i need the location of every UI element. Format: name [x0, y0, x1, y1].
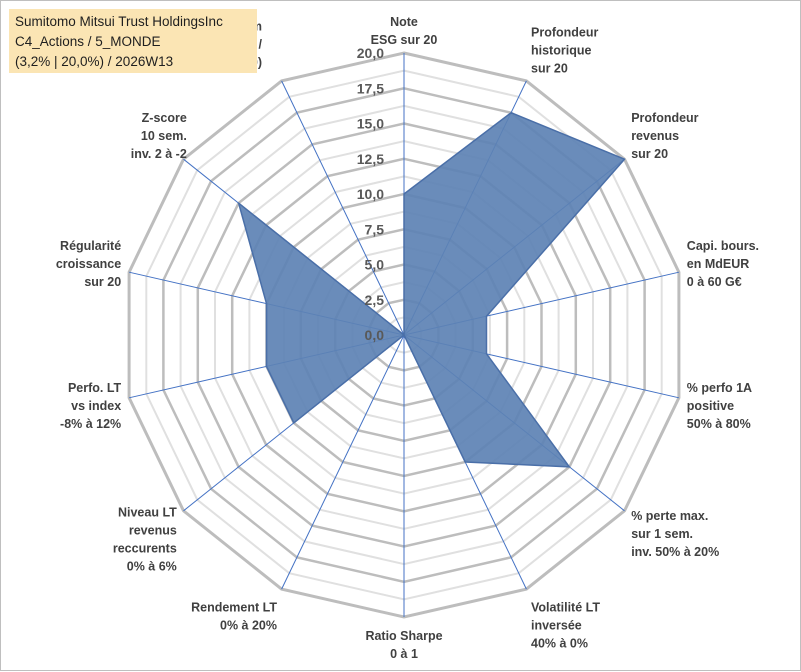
axis-label-line: % perte max. [631, 509, 708, 523]
axis-label: % perte max. sur 1 sem. inv. 50% à 20% [631, 509, 719, 559]
axis-label-line: Ratio Sharpe [365, 629, 442, 643]
title-line-1: Sumitomo Mitsui Trust HoldingsInc [15, 14, 223, 29]
axis-label: Perfo. LT vs index -8% à 12% [60, 381, 122, 431]
axis-label: % perfo 1A positive 50% à 80% [687, 381, 752, 431]
axis-label: Profondeur revenus sur 20 [631, 111, 698, 161]
axis-label: Volatilité LT inversée 40% à 0% [531, 601, 600, 651]
axis-label-line: vs index [71, 399, 121, 413]
axis-label: Z-score 10 sem. inv. 2 à -2 [131, 111, 187, 161]
r-tick-label: 10,0 [357, 186, 384, 202]
axis-label: Niveau LT revenus reccurents 0% à 6% [113, 506, 177, 574]
axis-label: Rendement LT 0% à 20% [191, 601, 277, 633]
axis-label-line: Volatilité LT [531, 601, 600, 615]
axis-label-line: 0% à 6% [127, 560, 177, 574]
axis-label-line: Note [390, 15, 418, 29]
axis-label-line: positive [687, 399, 734, 413]
axis-label-line: 0 à 1 [390, 647, 418, 661]
r-tick-label: 20,0 [357, 45, 384, 61]
axis-label-line: 0% à 20% [220, 619, 277, 633]
axis-label-line: inv. 50% à 20% [631, 545, 719, 559]
axis-label-line: Régularité [60, 239, 121, 253]
axis-label: Profondeur historique sur 20 [531, 26, 598, 76]
axis-label-line: revenus [129, 524, 177, 538]
axis-label-line: historique [531, 44, 591, 58]
r-tick-label: 15,0 [357, 116, 384, 132]
chart-title-box: Sumitomo Mitsui Trust HoldingsInc C4_Act… [9, 9, 257, 73]
axis-label-line: 0 à 60 G€ [687, 275, 742, 289]
title-line-3: (3,2% | 20,0%) / 2026W13 [15, 54, 174, 69]
r-tick-label: 17,5 [357, 80, 384, 96]
axis-label-line: reccurents [113, 542, 177, 556]
axis-label-line: Profondeur [531, 26, 598, 40]
axis-label: Capi. bours. en MdEUR 0 à 60 G€ [687, 239, 759, 289]
axis-label-line: 40% à 0% [531, 637, 588, 651]
axis-label-line: 10 sem. [141, 129, 187, 143]
axis-label-line: sur 20 [531, 62, 568, 76]
axis-label-line: -8% à 12% [60, 417, 121, 431]
axis-label-line: Niveau LT [118, 506, 177, 520]
axis-label-line: 50% à 80% [687, 417, 751, 431]
axis-label: Note ESG sur 20 [371, 15, 438, 47]
r-tick-label: 2,5 [365, 292, 385, 308]
axis-label-line: sur 20 [84, 275, 121, 289]
axis-label-line: Capi. bours. [687, 239, 759, 253]
axis-label-line: inv. 2 à -2 [131, 147, 187, 161]
r-tick-label: 12,5 [357, 151, 384, 167]
axis-label: Ratio Sharpe 0 à 1 [365, 629, 442, 661]
axis-label-line: ESG sur 20 [371, 33, 438, 47]
axis-label-line: % perfo 1A [687, 381, 752, 395]
axis-spoke [281, 80, 405, 336]
r-tick-label: 0,0 [365, 327, 385, 343]
series-area [237, 111, 626, 468]
axis-label-line: sur 1 sem. [631, 527, 693, 541]
axis-label-line: Profondeur [631, 111, 698, 125]
axis-label-line: sur 20 [631, 147, 668, 161]
r-tick-label: 7,5 [365, 221, 385, 237]
title-line-2: C4_Actions / 5_MONDE [15, 34, 161, 49]
axis-label: Régularité croissance sur 20 [56, 239, 121, 289]
axis-label-line: en MdEUR [687, 257, 750, 271]
axis-label-line: croissance [56, 257, 121, 271]
axis-label-line: Perfo. LT [68, 381, 122, 395]
axis-label-line: Rendement LT [191, 601, 277, 615]
axis-label-line: Z-score [142, 111, 187, 125]
r-tick-label: 5,0 [365, 257, 385, 273]
axis-label-line: inversée [531, 619, 582, 633]
axis-spoke [281, 334, 405, 590]
axis-label-line: revenus [631, 129, 679, 143]
